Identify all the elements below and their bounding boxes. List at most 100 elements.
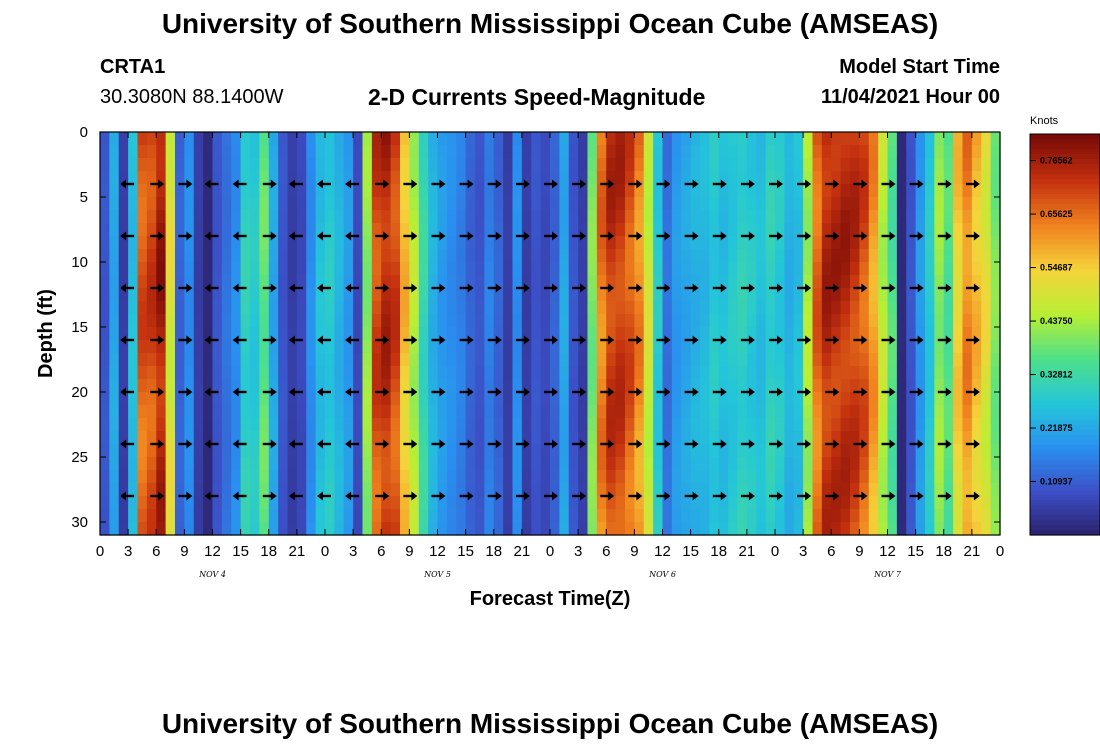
heat-cell (184, 431, 195, 445)
heat-cell (118, 392, 129, 406)
heat-cell (671, 288, 682, 302)
heat-cell (118, 353, 129, 367)
heat-cell (531, 405, 542, 419)
heat-cell (915, 197, 926, 211)
heat-cell (231, 496, 242, 510)
colorbar-segment (1030, 259, 1100, 265)
heat-cell (484, 457, 495, 471)
heat-cell (240, 483, 251, 497)
heat-cell (990, 470, 1001, 484)
heat-cell (793, 145, 804, 159)
heat-cell (728, 171, 739, 185)
arrow-head (917, 387, 924, 397)
heat-cell (587, 457, 598, 471)
heat-cell (915, 457, 926, 471)
heat-cell (128, 405, 139, 419)
heat-cell (559, 158, 570, 172)
heat-cell (334, 431, 345, 445)
current-arrow (487, 283, 502, 293)
heat-cell (540, 457, 551, 471)
heat-cell (775, 457, 785, 471)
heat-cell (353, 171, 364, 185)
heat-cell (146, 171, 157, 185)
heat-cell (193, 301, 204, 315)
heat-cell (662, 483, 673, 497)
heat-cell (559, 522, 570, 536)
heat-cell (221, 418, 232, 432)
heat-cell (953, 405, 964, 419)
heat-cell (578, 236, 589, 250)
heat-cell (362, 314, 373, 328)
heat-cell (709, 145, 720, 159)
heat-cell (503, 353, 514, 367)
heat-cell (465, 405, 476, 419)
heat-cell (887, 457, 898, 471)
heat-cell (240, 470, 251, 484)
heat-cell (521, 275, 532, 289)
heat-cell (728, 301, 739, 315)
heat-cell (446, 132, 457, 146)
heat-cell (878, 327, 889, 341)
heat-cell (212, 470, 223, 484)
heat-cell (803, 340, 814, 354)
arrow-head (636, 283, 643, 293)
arrow-head (495, 335, 502, 345)
heat-cell (193, 327, 204, 341)
heat-cell (184, 210, 195, 224)
arrow-head (945, 231, 952, 241)
heat-cell (578, 496, 589, 510)
current-arrow (600, 335, 615, 345)
heat-cell (737, 262, 748, 276)
heat-cell (250, 392, 260, 406)
heat-cell (250, 366, 260, 380)
heat-cell (203, 340, 214, 354)
heat-cell (728, 158, 739, 172)
heat-cell (803, 158, 814, 172)
arrow-head (608, 283, 615, 293)
heat-cell (700, 314, 710, 328)
heat-cell (437, 301, 448, 315)
heat-cell (456, 327, 467, 341)
heat-cell (540, 314, 551, 328)
heat-cell (325, 470, 335, 484)
current-arrow (740, 387, 755, 397)
heat-cell (156, 470, 167, 484)
heat-cell (662, 353, 673, 367)
heat-cell (175, 405, 185, 419)
heat-cell (418, 470, 429, 484)
heat-cell (128, 262, 139, 276)
heat-cell (428, 275, 439, 289)
heat-cell (784, 470, 795, 484)
heat-cell (896, 457, 907, 471)
heat-cell (371, 184, 382, 198)
colorbar-segment (1030, 204, 1100, 210)
heat-cell (343, 444, 354, 458)
heat-cell (400, 223, 410, 237)
heat-cell (606, 418, 617, 432)
heat-cell (915, 444, 926, 458)
heat-cell (353, 275, 364, 289)
heat-cell (475, 301, 485, 315)
arrow-head (317, 491, 323, 501)
heat-cell (428, 262, 439, 276)
heat-cell (184, 444, 195, 458)
heat-cell (418, 288, 429, 302)
heat-cell (456, 132, 467, 146)
heat-cell (634, 236, 645, 250)
heat-cell (887, 366, 898, 380)
heat-cell (906, 483, 917, 497)
heat-cell (662, 158, 673, 172)
heat-cell (765, 418, 776, 432)
heat-cell (306, 158, 317, 172)
heat-cell (156, 327, 167, 341)
heat-cell (634, 145, 645, 159)
heat-cell (643, 223, 654, 237)
colorbar-segment (1030, 504, 1100, 511)
heat-cell (821, 184, 832, 198)
heat-cell (596, 262, 607, 276)
heat-cell (868, 171, 879, 185)
heat-cell (671, 275, 682, 289)
heat-cell (118, 158, 129, 172)
heat-cell (475, 288, 485, 302)
heat-cell (165, 431, 176, 445)
